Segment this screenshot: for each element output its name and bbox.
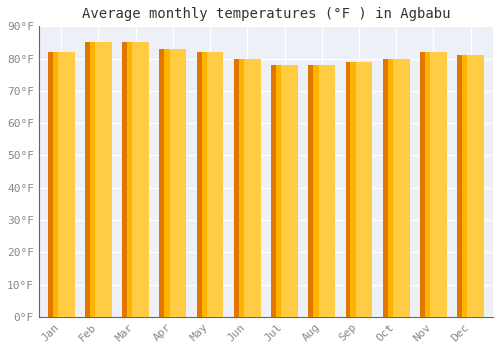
Bar [308, 65, 313, 317]
Bar [196, 52, 224, 317]
Bar [458, 55, 462, 317]
Bar [313, 65, 318, 317]
Bar [127, 42, 132, 317]
Bar [85, 42, 90, 317]
Bar [346, 62, 350, 317]
Bar [383, 58, 409, 317]
Bar [308, 65, 335, 317]
Bar [271, 65, 276, 317]
Bar [196, 52, 202, 317]
Bar [48, 52, 52, 317]
Bar [234, 58, 260, 317]
Bar [164, 49, 170, 317]
Bar [350, 62, 356, 317]
Bar [234, 58, 238, 317]
Bar [420, 52, 425, 317]
Bar [462, 55, 468, 317]
Bar [202, 52, 207, 317]
Bar [420, 52, 447, 317]
Bar [388, 58, 393, 317]
Bar [85, 42, 112, 317]
Bar [238, 58, 244, 317]
Bar [52, 52, 58, 317]
Bar [122, 42, 149, 317]
Bar [160, 49, 186, 317]
Bar [458, 55, 484, 317]
Bar [383, 58, 388, 317]
Bar [48, 52, 74, 317]
Bar [90, 42, 95, 317]
Bar [346, 62, 372, 317]
Bar [160, 49, 164, 317]
Bar [122, 42, 127, 317]
Bar [425, 52, 430, 317]
Bar [271, 65, 298, 317]
Bar [276, 65, 281, 317]
Title: Average monthly temperatures (°F ) in Agbabu: Average monthly temperatures (°F ) in Ag… [82, 7, 450, 21]
